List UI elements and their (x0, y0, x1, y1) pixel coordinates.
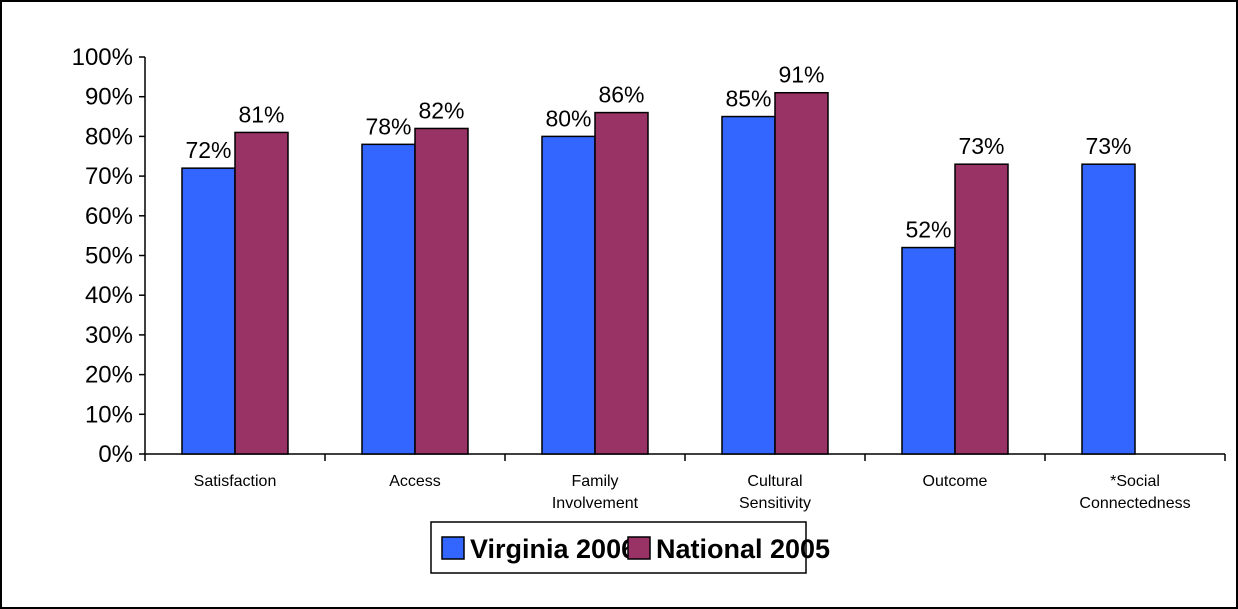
y-tick-label: 80% (85, 123, 133, 150)
y-tick-label: 30% (85, 322, 133, 349)
y-tick-label: 0% (98, 441, 133, 468)
bar-data-label: 91% (778, 62, 824, 88)
bar (361, 143, 416, 455)
y-tick-label: 90% (85, 84, 133, 111)
bars (181, 91, 1136, 455)
bar-data-label: 78% (365, 113, 411, 139)
bar (234, 131, 289, 455)
x-category-label: Satisfaction (194, 473, 277, 490)
bar-data-label: 81% (238, 101, 284, 127)
data-labels: 72% 81% 78% 82% 80% 86% 85% 91% 52% 73% 73% (185, 62, 1131, 243)
legend-swatch (441, 536, 465, 560)
legend-entry-label: Virginia 2006 (470, 534, 636, 564)
x-category-label: *Social Connectedness (1079, 473, 1190, 512)
bar (901, 246, 956, 455)
y-tick-label: 100% (72, 44, 133, 71)
x-category-label: Access (389, 473, 441, 490)
legend-box (430, 521, 807, 574)
bar-data-label: 72% (185, 137, 231, 163)
x-axis: Satisfaction Access Family Involvement Cultu… (144, 453, 1226, 512)
bar (1081, 163, 1136, 455)
y-tick-label: 40% (85, 282, 133, 309)
bar-data-label: 73% (958, 133, 1004, 159)
legend: Virginia 2006 National 2005 (430, 521, 830, 574)
bar-data-label: 86% (598, 82, 644, 108)
legend-entry-label: National 2005 (656, 534, 830, 564)
bar-data-label: 80% (545, 105, 591, 131)
bar-data-label: 52% (905, 217, 951, 243)
bar (774, 91, 829, 455)
bar (954, 163, 1009, 455)
bar (181, 167, 236, 455)
bar (541, 135, 596, 455)
bar-data-label: 85% (725, 86, 771, 112)
bar-data-label: 73% (1085, 133, 1131, 159)
y-tick-label: 70% (85, 163, 133, 190)
y-axis: 0% 10% 20% 30% 40% 50% 60% 70% 80% 90% 100% (72, 44, 146, 468)
y-tick-label: 10% (85, 401, 133, 428)
bar (721, 115, 776, 455)
x-category-label: Outcome (923, 473, 988, 490)
y-tick-label: 60% (85, 203, 133, 230)
bar-data-label: 82% (418, 97, 464, 123)
bar (414, 127, 469, 455)
x-category-label: Cultural Sensitivity (739, 473, 811, 512)
y-tick-label: 50% (85, 243, 133, 270)
legend-swatch (627, 536, 651, 560)
bar (594, 111, 649, 455)
y-tick-label: 20% (85, 362, 133, 389)
x-category-label: Family Involvement (552, 473, 639, 512)
